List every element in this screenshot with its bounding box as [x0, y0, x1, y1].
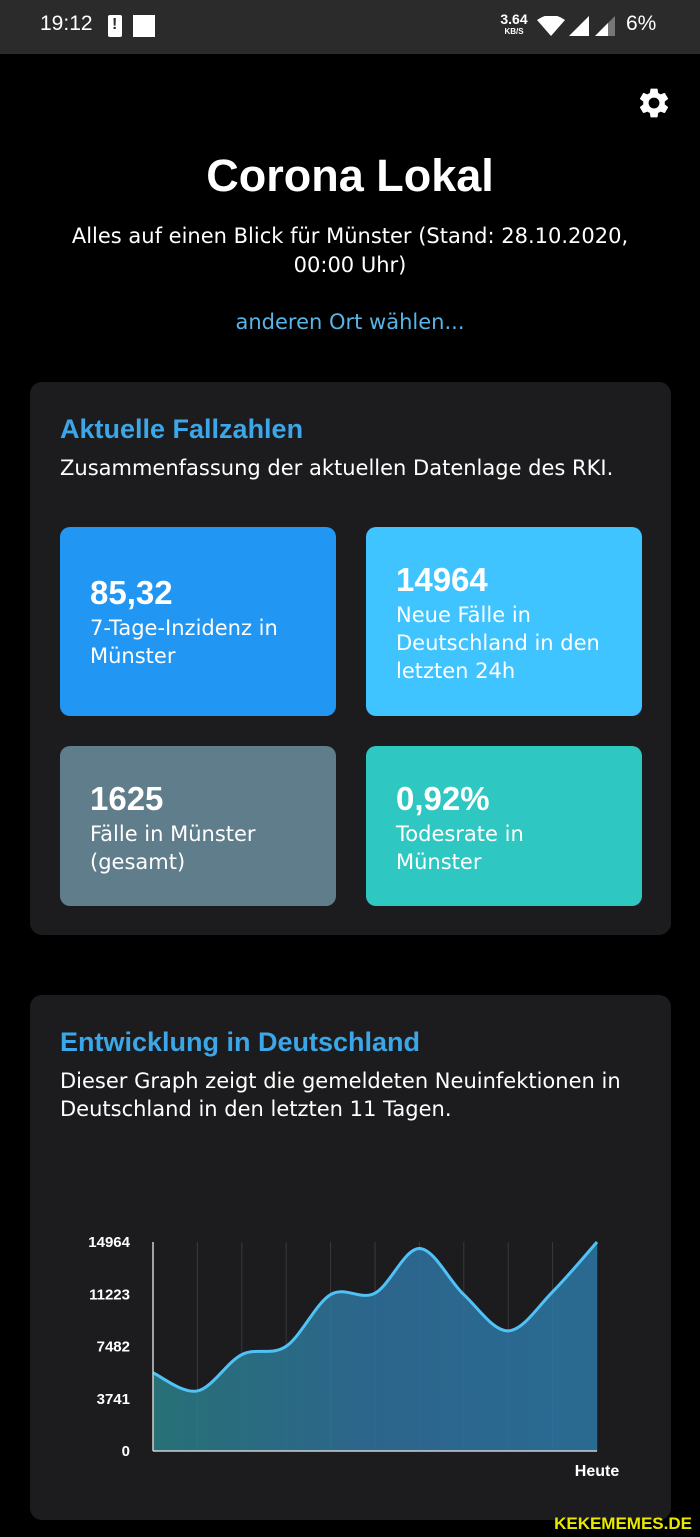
y-tick-label: 3741: [97, 1391, 130, 1408]
status-bar: 19:12 3.64 KB/S 6%: [0, 0, 700, 54]
incidence-value: 85,32: [90, 574, 173, 611]
y-tick-label: 11223: [89, 1286, 130, 1303]
new-infections-chart: 0 3741 7482 11223 14964 Heute: [88, 1234, 620, 1480]
incidence-tile: 85,32 7-Tage-Inzidenz in Münster: [60, 527, 336, 716]
development-card: Entwicklung in Deutschland Dieser Graph …: [30, 995, 671, 1520]
new-cases-label: Neue Fälle in Deutschland in den letzten…: [396, 603, 600, 683]
x-tick-label: Heute: [575, 1463, 620, 1480]
signal-weak-icon: [595, 16, 615, 36]
series-line: [152, 1241, 599, 1393]
new-cases-tile: 14964 Neue Fälle in Deutschland in den l…: [366, 527, 642, 716]
current-cases-description: Zusammenfassung der aktuellen Datenlage …: [60, 456, 614, 480]
y-tick-label: 0: [122, 1443, 130, 1460]
current-cases-title: Aktuelle Fallzahlen: [60, 414, 304, 444]
app-subtitle: Alles auf einen Blick für Münster (Stand…: [71, 224, 629, 277]
chart-area: [153, 1242, 597, 1451]
total-cases-tile: 1625 Fälle in Münster (gesamt): [60, 746, 336, 906]
gear-icon[interactable]: [636, 85, 672, 121]
wifi-icon: [537, 16, 565, 36]
network-speed: 3.64 KB/S: [500, 11, 528, 36]
app-title: Corona Lokal: [206, 150, 494, 201]
incidence-label: 7-Tage-Inzidenz in Münster: [90, 616, 278, 668]
battery-percent: 6%: [626, 12, 657, 35]
death-rate-tile: 0,92% Todesrate in Münster: [366, 746, 642, 906]
status-time: 19:12: [40, 12, 93, 35]
total-cases-value: 1625: [90, 780, 164, 817]
signal-icon: [569, 16, 589, 36]
y-tick-label: 14964: [88, 1234, 130, 1251]
development-description: Dieser Graph zeigt die gemeldeten Neuinf…: [60, 1069, 621, 1121]
death-rate-label: Todesrate in Münster: [396, 822, 524, 874]
development-title: Entwicklung in Deutschland: [60, 1027, 421, 1057]
notification-icon: [133, 15, 155, 37]
y-tick-label: 7482: [97, 1339, 130, 1356]
change-location-link[interactable]: anderen Ort wählen...: [235, 310, 465, 334]
total-cases-label: Fälle in Münster (gesamt): [90, 822, 256, 874]
watermark: KEKEMEMES.DE: [554, 1514, 692, 1533]
current-cases-card: Aktuelle Fallzahlen Zusammenfassung der …: [30, 382, 671, 935]
new-cases-value: 14964: [396, 561, 488, 598]
death-rate-value: 0,92%: [396, 780, 490, 817]
battery-alert-icon: [108, 15, 122, 37]
